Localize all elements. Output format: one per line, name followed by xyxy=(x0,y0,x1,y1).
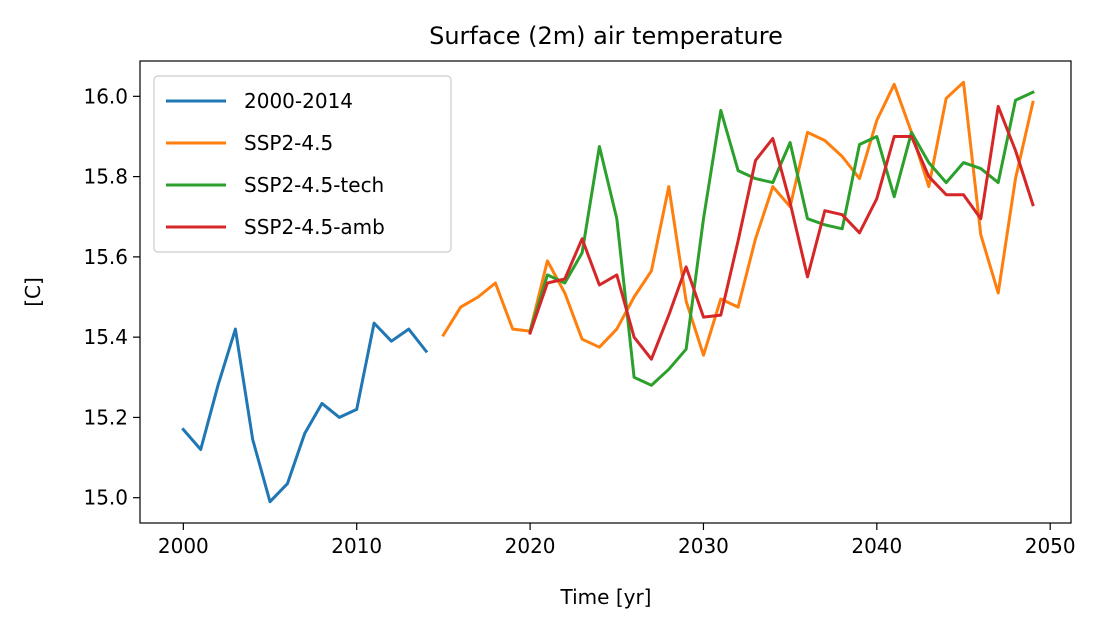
legend-label: SSP2-4.5-tech xyxy=(244,173,384,197)
x-tick-label: 2040 xyxy=(851,534,902,558)
x-axis: 2000 2010 2020 2030 2040 2050 xyxy=(158,523,1076,558)
legend: 2000-2014 SSP2-4.5 SSP2-4.5-tech SSP2-4.5-a… xyxy=(153,75,452,253)
x-tick-label: 2020 xyxy=(505,534,556,558)
plot-area xyxy=(139,60,1072,524)
y-tick-label: 15.2 xyxy=(83,405,128,429)
series-lines xyxy=(181,80,1035,504)
x-tick-label: 2000 xyxy=(158,534,209,558)
series-line-ssp2-4-5-amb xyxy=(528,104,1035,361)
legend-label: SSP2-4.5 xyxy=(244,131,333,155)
legend-frame xyxy=(153,75,452,253)
y-tick-label: 15.6 xyxy=(83,245,128,269)
chart-title: Surface (2m) air temperature xyxy=(429,22,783,50)
y-tick-label: 15.8 xyxy=(83,165,128,189)
y-tick-label: 15.0 xyxy=(83,486,128,510)
series-line-2000-2014 xyxy=(181,321,429,504)
y-tick-label: 15.4 xyxy=(83,325,128,349)
legend-label: 2000-2014 xyxy=(244,89,353,113)
legend-label: SSP2-4.5-amb xyxy=(244,215,385,239)
x-tick-label: 2050 xyxy=(1025,534,1076,558)
series-line-ssp2-4-5 xyxy=(441,80,1035,357)
x-tick-label: 2030 xyxy=(678,534,729,558)
plot-frame xyxy=(139,60,1072,524)
x-axis-title: Time [yr] xyxy=(560,585,652,609)
y-tick-label: 16.0 xyxy=(83,84,128,108)
y-axis: 15.0 15.2 15.4 15.6 15.8 16.0 xyxy=(83,84,140,510)
series-line-ssp2-4-5-tech xyxy=(528,90,1035,387)
x-tick-label: 2010 xyxy=(331,534,382,558)
y-axis-title: [C] xyxy=(21,277,45,307)
